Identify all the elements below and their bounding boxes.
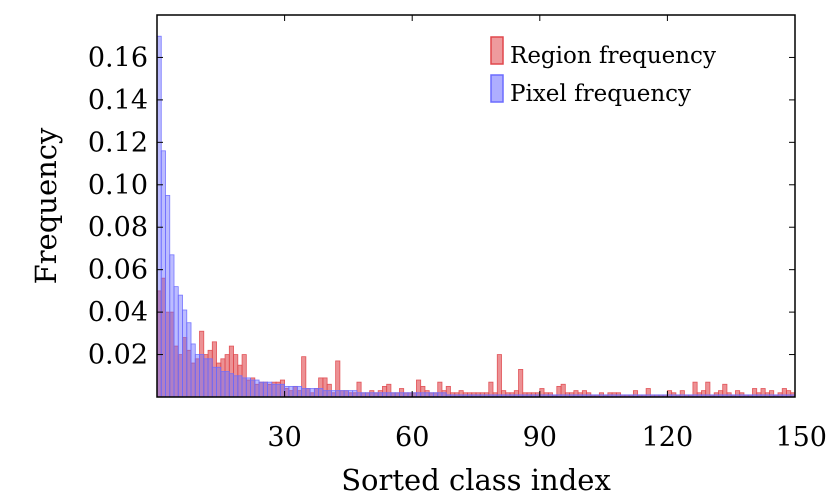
bar (216, 366, 222, 398)
bar (322, 390, 328, 398)
bar (313, 388, 320, 398)
bar (330, 390, 337, 398)
ticks-layer: 30 60 90 120 150 0.02 0.04 0.06 0.08 0.10 0.12 0.14… (88, 15, 827, 453)
bar (190, 343, 196, 398)
x-tick-label: 90 (523, 422, 557, 453)
x-tick-label: 120 (642, 422, 694, 453)
y-tick-label: 0.02 (88, 340, 148, 371)
bar (301, 388, 307, 398)
y-tick-label: 0.12 (88, 127, 148, 158)
bar (207, 358, 213, 398)
y-tick-label: 0.14 (88, 85, 148, 116)
bar (160, 150, 166, 398)
bar (224, 371, 230, 398)
bar (241, 377, 247, 398)
bar (275, 383, 281, 398)
y-tick-label: 0.10 (88, 170, 148, 201)
legend-swatch-pixel (490, 74, 504, 103)
x-tick-label: 60 (395, 422, 429, 453)
x-tick-label: 150 (775, 422, 827, 453)
bar (203, 358, 209, 398)
x-tick-label: 30 (267, 422, 301, 453)
bar (318, 388, 324, 398)
bar (199, 354, 205, 398)
bar (343, 390, 349, 398)
bar (326, 390, 332, 398)
bar (182, 309, 188, 398)
y-tick-label: 0.06 (88, 255, 148, 286)
bar (267, 381, 273, 398)
bar (233, 375, 239, 398)
legend-label-pixel: Pixel frequency (510, 81, 691, 107)
bar (165, 194, 171, 398)
series-region (156, 277, 796, 398)
bar (258, 381, 264, 398)
bar (352, 390, 358, 398)
bar (518, 369, 524, 398)
y-tick-label: 0.08 (88, 212, 148, 243)
y-tick-label: 0.04 (88, 297, 148, 328)
bar (220, 371, 226, 398)
bar (305, 388, 311, 398)
bar (245, 377, 251, 398)
bar (288, 385, 294, 398)
legend-label-region: Region frequency (510, 43, 716, 69)
bars-layer (156, 35, 796, 398)
bar (339, 390, 345, 398)
bar (177, 294, 183, 398)
bar (228, 373, 234, 398)
y-axis-title: Frequency (29, 127, 63, 284)
bar (262, 381, 268, 398)
bar (194, 354, 200, 398)
y-tick-label: 0.16 (88, 42, 148, 73)
bar (292, 385, 298, 398)
legend: Region frequency Pixel frequency (490, 36, 716, 107)
plot-frame (156, 14, 796, 398)
x-axis-title: Sorted class index (341, 463, 611, 497)
bar (186, 322, 192, 398)
bar (169, 254, 175, 398)
series-pixel (156, 35, 796, 398)
bar (335, 390, 341, 398)
bar (250, 379, 256, 398)
bar (279, 383, 286, 398)
bar (237, 375, 243, 398)
bar (211, 366, 217, 398)
bar (254, 379, 260, 398)
bar (296, 385, 303, 398)
legend-swatch-region (490, 36, 504, 65)
bar (284, 385, 290, 398)
bar (309, 388, 315, 398)
bar (496, 354, 502, 398)
bar (173, 286, 179, 398)
bar (347, 390, 354, 398)
bar (271, 383, 277, 398)
